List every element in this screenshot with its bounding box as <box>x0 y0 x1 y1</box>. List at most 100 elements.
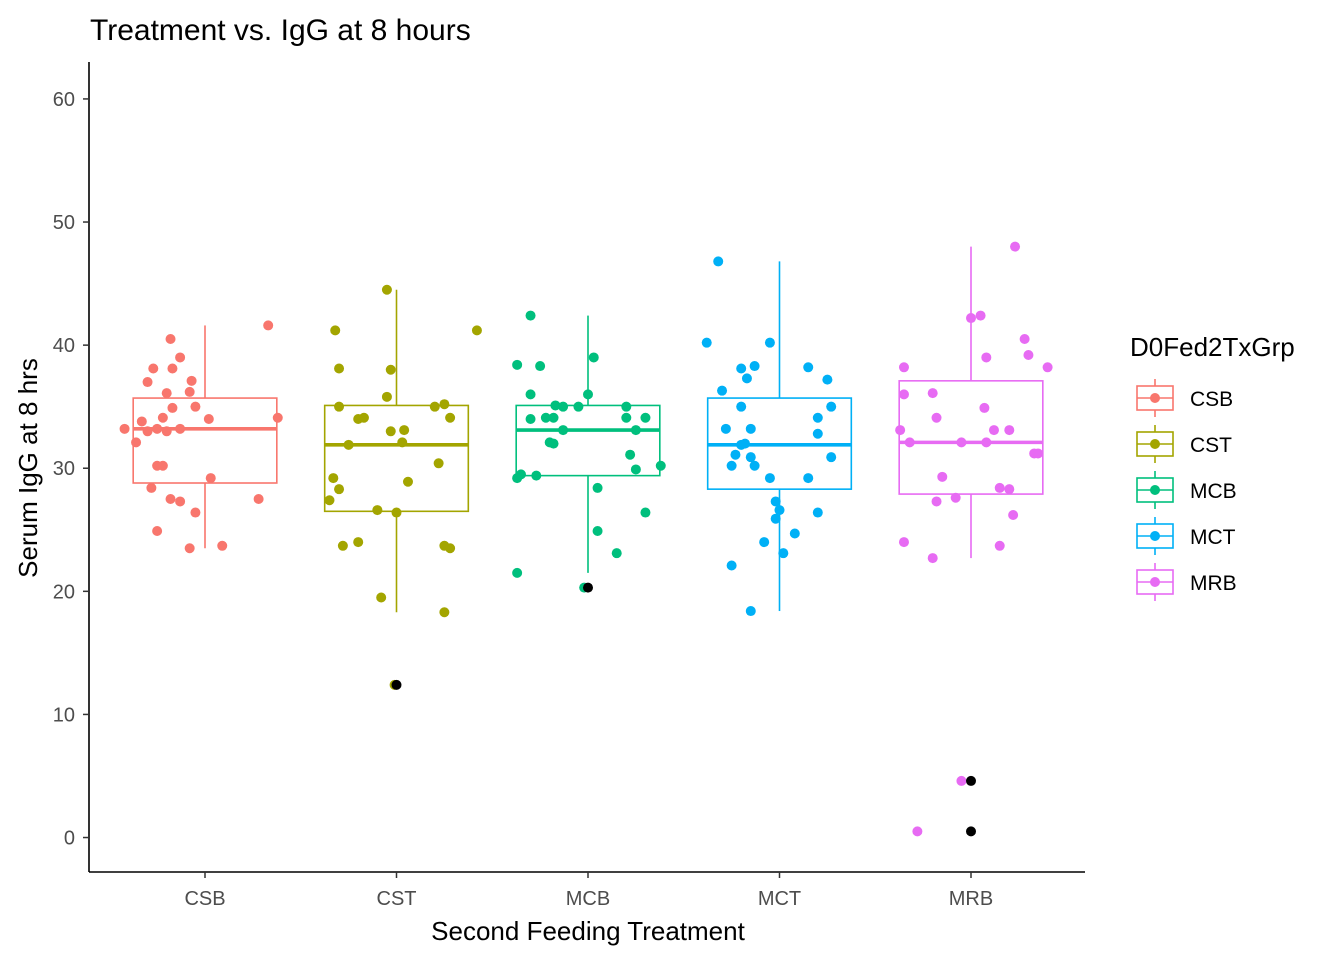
data-point <box>161 388 172 399</box>
data-point <box>253 494 264 505</box>
data-point <box>433 458 444 469</box>
y-tick-label: 30 <box>53 458 75 480</box>
data-point <box>621 412 632 423</box>
data-point <box>981 352 992 363</box>
data-point <box>372 505 383 516</box>
legend-title: D0Fed2TxGrp <box>1130 332 1295 362</box>
data-point <box>749 361 760 372</box>
data-point <box>956 775 967 786</box>
box <box>898 380 1044 495</box>
y-tick-label: 10 <box>53 704 75 726</box>
data-point <box>376 592 387 603</box>
data-point <box>736 401 747 412</box>
plot-area <box>119 241 1053 837</box>
data-point <box>764 473 775 484</box>
outlier-point <box>966 826 976 837</box>
data-point <box>717 385 728 396</box>
data-point <box>334 401 345 412</box>
data-point <box>512 473 523 484</box>
data-point <box>186 375 197 386</box>
data-point <box>736 439 747 450</box>
data-point <box>778 548 789 559</box>
data-point <box>167 402 178 413</box>
data-point <box>950 492 961 503</box>
x-tick-label: CSB <box>184 888 225 910</box>
data-point <box>1033 448 1044 459</box>
data-point <box>1042 362 1053 373</box>
y-tick-label: 40 <box>53 335 75 357</box>
data-point <box>736 363 747 374</box>
data-point <box>592 482 603 493</box>
data-point <box>119 423 130 434</box>
data-point <box>937 471 948 482</box>
data-point <box>439 399 450 410</box>
data-point <box>803 473 814 484</box>
data-point <box>812 507 823 518</box>
data-point <box>136 416 147 427</box>
x-tick-label: MCT <box>758 888 801 910</box>
data-point <box>812 412 823 423</box>
data-point <box>898 362 909 373</box>
outlier-point <box>391 679 402 690</box>
data-point <box>1004 484 1015 495</box>
data-point <box>439 607 450 618</box>
data-point <box>175 423 186 434</box>
data-point <box>399 425 410 436</box>
legend-key-point <box>1150 485 1160 495</box>
data-point <box>334 363 345 374</box>
data-point <box>592 526 603 537</box>
data-point <box>385 364 396 375</box>
x-tick-label: MRB <box>949 888 993 910</box>
data-point <box>803 362 814 373</box>
data-point <box>142 426 153 437</box>
x-axis-title: Second Feeding Treatment <box>431 916 745 946</box>
data-point <box>445 543 456 554</box>
data-point <box>184 543 195 554</box>
data-point <box>655 460 666 471</box>
data-point <box>774 505 785 516</box>
data-point <box>745 423 756 434</box>
data-point <box>184 386 195 397</box>
data-point <box>535 361 546 372</box>
data-point <box>720 423 731 434</box>
data-point <box>904 437 915 448</box>
data-point <box>1010 241 1021 252</box>
data-point <box>981 437 992 448</box>
data-point <box>531 470 542 481</box>
outlier-point <box>583 582 593 593</box>
data-point <box>148 363 159 374</box>
legend-key-point <box>1150 439 1160 449</box>
data-point <box>385 426 396 437</box>
data-point <box>337 540 348 551</box>
data-point <box>550 400 561 411</box>
data-point <box>217 540 228 551</box>
y-tick-label: 50 <box>53 212 75 234</box>
x-tick-label: MCB <box>566 888 610 910</box>
data-point <box>175 352 186 363</box>
data-point <box>548 412 559 423</box>
data-point <box>525 389 536 400</box>
data-point <box>912 826 923 837</box>
data-point <box>391 507 402 518</box>
data-point <box>895 425 906 436</box>
data-point <box>334 484 345 495</box>
data-point <box>152 526 163 537</box>
legend-key-mrb: MRB <box>1136 563 1237 601</box>
data-point <box>429 401 440 412</box>
data-point <box>975 310 986 321</box>
y-tick-label: 20 <box>53 581 75 603</box>
data-point <box>764 337 775 348</box>
data-point <box>190 401 201 412</box>
box-group-csb <box>119 320 283 554</box>
data-point <box>988 425 999 436</box>
data-point <box>142 377 153 388</box>
data-point <box>190 507 201 518</box>
x-axis-ticks: CSB CST MCB MCT MRB <box>184 872 993 910</box>
x-tick-label: CST <box>377 888 417 910</box>
y-axis-title: Serum IgG at 8 hrs <box>13 358 43 578</box>
data-point <box>152 423 163 434</box>
legend-label: CSB <box>1190 388 1233 411</box>
legend-key-csb: CSB <box>1136 379 1233 417</box>
legend-label: MCT <box>1190 526 1236 549</box>
